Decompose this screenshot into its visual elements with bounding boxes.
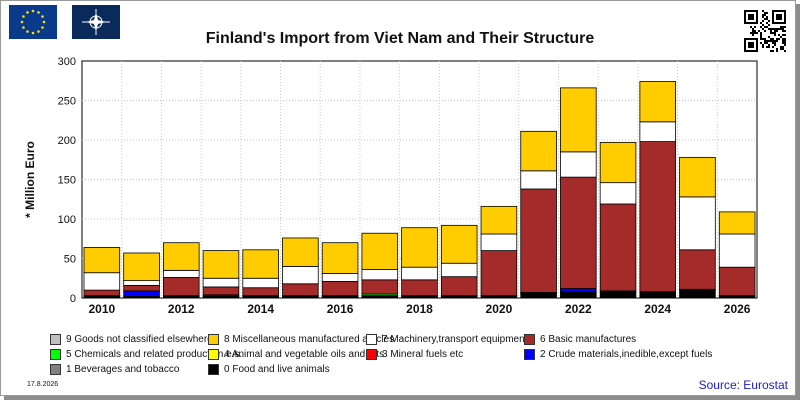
bar-segment (83, 289, 121, 297)
bar-segment (560, 288, 597, 293)
y-tick-label: 150 (58, 175, 76, 187)
bar-segment (242, 249, 279, 279)
y-tick-label: 100 (58, 214, 76, 226)
chart-title: Finland's Import from Viet Nam and Their… (205, 30, 595, 47)
bar-segment (282, 283, 319, 297)
bar-segment (123, 284, 160, 292)
x-tick-label: 2016 (327, 302, 354, 316)
bar-segment (123, 290, 160, 297)
y-tick-label: 250 (58, 96, 76, 108)
bar-segment (599, 203, 637, 292)
bar-segment (123, 252, 160, 282)
bar-segment (679, 196, 716, 251)
bar-segment (599, 141, 637, 184)
bar-segment (480, 233, 518, 251)
bar-segment (639, 291, 677, 299)
bar-segment (401, 227, 438, 268)
bar-segment (520, 188, 557, 293)
bar-segment (202, 250, 240, 279)
x-tick-label: 2022 (565, 302, 592, 316)
bar-segment (440, 262, 478, 278)
bar-segment (679, 156, 716, 198)
bar-segment (282, 265, 319, 285)
y-tick-label: 200 (58, 135, 76, 147)
x-tick-label: 2014 (247, 302, 274, 316)
bar-segment (480, 205, 518, 235)
nato-flag-icon (72, 5, 120, 39)
bar-segment (560, 291, 597, 299)
bar-segment (520, 170, 557, 190)
bar-segment (639, 121, 677, 142)
date-stamp: 17.8.2026 (27, 381, 59, 388)
bar-segment (639, 81, 677, 123)
bar-segment (679, 249, 716, 290)
bar-segment (162, 277, 200, 297)
source-label: Source: Eurostat (698, 378, 788, 392)
qr-code-icon (744, 10, 786, 52)
x-tick-label: 2026 (724, 302, 751, 316)
bar-segment (401, 266, 438, 281)
bar-segment (83, 272, 121, 291)
bar-segment (321, 242, 359, 274)
bar-segment (162, 242, 200, 271)
bar-segment (560, 151, 597, 178)
bar-segment (202, 286, 240, 296)
bar-segment (202, 277, 240, 288)
bar-segment (718, 233, 756, 268)
bar-segment (639, 141, 677, 293)
bar-segment (599, 182, 637, 205)
y-axis-label: * Million Euro (23, 141, 37, 218)
bar-segment (560, 87, 597, 153)
x-tick-label: 2012 (168, 302, 195, 316)
bar-segment (718, 211, 756, 235)
x-tick-label: 2024 (644, 302, 671, 316)
bar-segment (480, 250, 518, 297)
eu-flag-icon (9, 5, 57, 39)
bar-segment (361, 269, 399, 281)
bar-segment (242, 287, 279, 297)
bar-segment (361, 279, 399, 295)
bar-segment (123, 280, 160, 286)
bar-segment (401, 279, 438, 297)
bar-segment (361, 232, 399, 270)
bar-segment (718, 266, 756, 297)
bar-segment (321, 273, 359, 282)
bar-segment (321, 281, 359, 297)
bar-segment (440, 276, 478, 297)
bar-segment (599, 291, 637, 299)
bar-segment (282, 237, 319, 267)
bar-segment (162, 269, 200, 278)
bar-segment (520, 293, 557, 299)
bar-segment (520, 130, 557, 172)
bar-segment (440, 224, 478, 264)
bar-segment (560, 176, 597, 289)
bar-segment (679, 289, 716, 299)
x-tick-label: 2010 (89, 302, 116, 316)
y-tick-label: 300 (58, 56, 76, 68)
bar-segment (83, 247, 121, 274)
y-tick-label: 0 (70, 293, 76, 305)
y-tick-label: 50 (64, 254, 76, 266)
x-tick-label: 2018 (406, 302, 433, 316)
x-tick-label: 2020 (486, 302, 513, 316)
bar-segment (242, 277, 279, 289)
